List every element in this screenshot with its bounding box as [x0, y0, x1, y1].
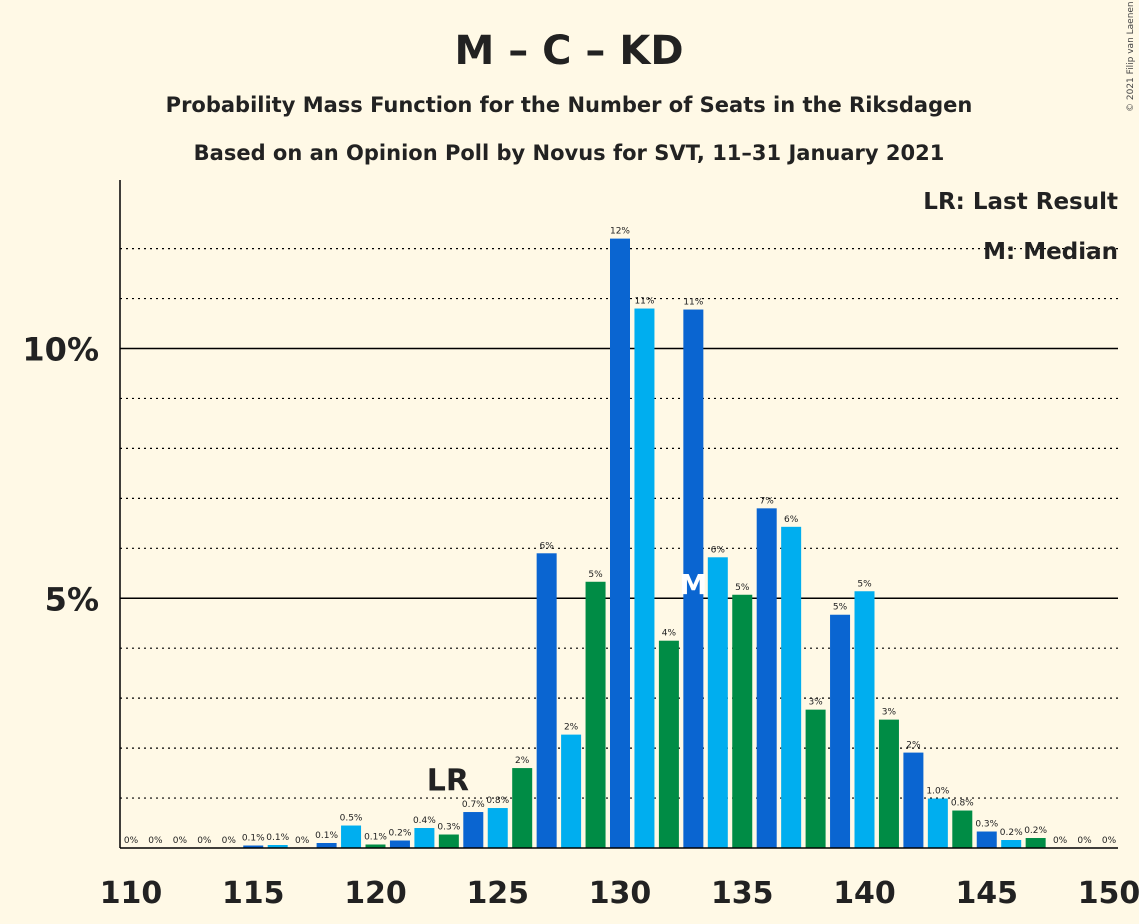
data-label-125: 0.8%	[486, 796, 509, 806]
data-label-138: 3%	[808, 698, 823, 708]
data-label-117: 0%	[295, 836, 310, 846]
axes: 110 115 120 125 130 135 140 145 150 5% 10%	[22, 180, 1139, 911]
data-label-143: 1.0%	[926, 787, 949, 797]
bar-116	[267, 845, 288, 848]
data-label-150: 0%	[1102, 836, 1117, 846]
data-label-124: 0.7%	[462, 800, 485, 810]
bar-124	[463, 812, 484, 848]
bar-146	[1001, 840, 1022, 848]
bar-125	[487, 808, 508, 848]
data-label-148: 0%	[1053, 836, 1068, 846]
data-label-135: 5%	[735, 583, 750, 593]
data-label-132: 4%	[662, 629, 677, 639]
data-label-112: 0%	[173, 836, 188, 846]
chart-subtitle: Probability Mass Function for the Number…	[166, 93, 973, 117]
chart-title: M – C – KD	[454, 28, 683, 74]
y-tick-10: 10%	[22, 331, 99, 369]
data-label-147: 0.2%	[1024, 826, 1047, 836]
bar-142	[903, 752, 924, 848]
y-tick-5: 5%	[45, 580, 99, 618]
data-label-149: 0%	[1077, 836, 1092, 846]
bar-143	[927, 798, 948, 848]
median-marker: M	[679, 568, 707, 601]
data-label-141: 3%	[882, 708, 897, 718]
data-label-126: 2%	[515, 756, 530, 766]
bar-135	[732, 594, 753, 848]
data-label-114: 0%	[222, 836, 237, 846]
data-label-123: 0.3%	[437, 823, 460, 833]
bar-121	[389, 840, 410, 848]
data-label-139: 5%	[833, 603, 848, 613]
bar-140	[854, 591, 875, 848]
data-label-134: 6%	[711, 545, 726, 555]
data-label-128: 2%	[564, 723, 579, 733]
bar-134	[707, 557, 728, 848]
data-label-130: 12%	[610, 227, 630, 237]
data-label-144: 0.8%	[951, 799, 974, 809]
data-label-136: 7%	[760, 496, 775, 506]
data-label-142: 2%	[906, 741, 921, 751]
bar-139	[830, 614, 851, 848]
data-label-110: 0%	[124, 836, 139, 846]
bar-145	[976, 831, 997, 848]
data-label-145: 0.3%	[975, 820, 998, 830]
bars	[243, 238, 1046, 849]
data-label-116: 0.1%	[266, 833, 289, 843]
data-labels: 0% 0% 0% 0% 0% 0.1% 0.1% 0% 0.1%0.5%0.1% 0.2%0.4%…	[124, 227, 1117, 846]
bar-138	[805, 709, 826, 848]
bar-128	[561, 734, 582, 848]
data-label-120: 0.1%	[364, 833, 387, 843]
data-label-111: 0%	[148, 836, 163, 846]
x-tick-130: 130	[589, 876, 652, 911]
data-label-119: 0.5%	[340, 814, 363, 824]
bar-123	[438, 834, 459, 848]
bar-119	[341, 825, 362, 848]
bar-131	[634, 308, 655, 848]
bar-129	[585, 581, 606, 848]
data-label-131: 11%	[634, 297, 654, 307]
data-label-146: 0.2%	[1000, 828, 1023, 838]
data-label-133: 11%	[683, 298, 703, 308]
legend-last-result: LR: Last Result	[923, 189, 1118, 215]
x-tick-140: 140	[833, 876, 896, 911]
bar-136	[756, 508, 777, 848]
x-tick-145: 145	[955, 876, 1018, 911]
x-tick-135: 135	[711, 876, 774, 911]
bar-137	[781, 526, 802, 848]
legend-median: M: Median	[983, 239, 1118, 265]
bar-120	[365, 844, 386, 848]
bar-126	[512, 768, 533, 848]
data-label-113: 0%	[197, 836, 212, 846]
bar-147	[1025, 838, 1046, 848]
data-label-121: 0.2%	[389, 829, 412, 839]
bar-115	[243, 845, 264, 848]
bar-122	[414, 828, 435, 848]
data-label-122: 0.4%	[413, 816, 436, 826]
x-tick-120: 120	[344, 876, 407, 911]
x-tick-150: 150	[1078, 876, 1139, 911]
bar-144	[952, 810, 973, 848]
bar-130	[610, 238, 630, 849]
bar-132	[658, 640, 679, 848]
data-label-115: 0.1%	[242, 834, 265, 844]
data-label-118: 0.1%	[315, 831, 338, 841]
x-tick-115: 115	[222, 876, 285, 911]
bar-118	[316, 843, 337, 848]
x-tick-125: 125	[466, 876, 529, 911]
data-label-127: 6%	[540, 541, 555, 551]
last-result-marker: LR	[427, 764, 469, 799]
chart-subtitle-2: Based on an Opinion Poll by Novus for SV…	[194, 141, 945, 165]
data-label-137: 6%	[784, 515, 799, 525]
bar-127	[536, 553, 557, 848]
data-label-129: 5%	[588, 570, 603, 580]
x-tick-110: 110	[100, 876, 163, 911]
data-label-140: 5%	[857, 579, 872, 589]
bar-133	[683, 309, 704, 848]
copyright-text: © 2021 Filip van Laenen	[1126, 1, 1136, 112]
bar-141	[878, 719, 899, 848]
